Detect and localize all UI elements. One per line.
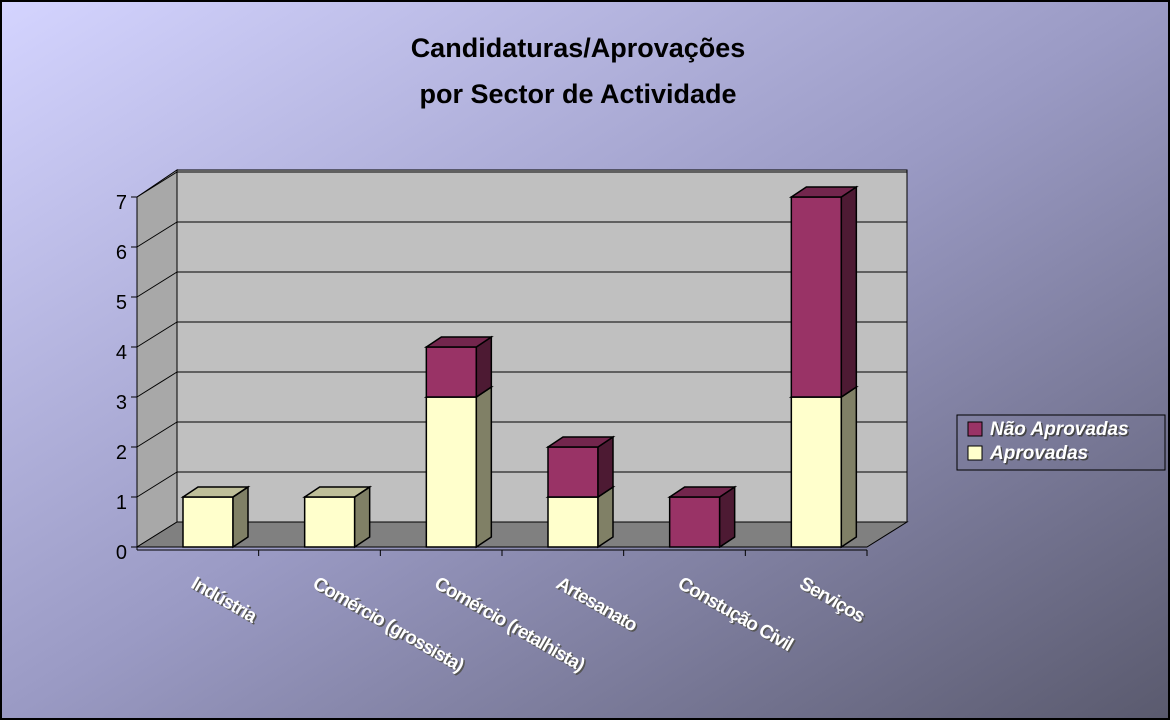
bar [425, 396, 478, 548]
bar-side [232, 486, 249, 498]
y-tick-label: 3 [116, 392, 127, 414]
bar [182, 496, 234, 548]
legend-label: Não Aprovadas [990, 419, 1129, 440]
bar-top [788, 186, 859, 198]
side-wall [136, 169, 178, 548]
legend-swatch [967, 421, 983, 437]
grid-line [136, 271, 178, 298]
legend-label-shadow: Não Aprovadas [992, 421, 1131, 442]
bar [790, 196, 843, 398]
y-tick-label: 1 [116, 492, 127, 514]
bar-top [423, 336, 494, 348]
y-tick-label: 2 [116, 442, 127, 464]
bar [668, 496, 721, 548]
bar [547, 446, 599, 498]
bar-side [840, 385, 858, 549]
legend-label-shadow: Aprovadas [991, 445, 1090, 466]
grid-line [136, 471, 178, 498]
legend-label: Aprovadas [989, 443, 1088, 464]
chart-title: Candidaturas/Aprovações [411, 33, 746, 63]
bar [303, 496, 356, 548]
y-tick-label: 4 [116, 342, 127, 364]
chart-title: por Sector de Actividade [419, 79, 736, 109]
bar-side [840, 185, 858, 399]
y-tick-label: 6 [116, 242, 127, 264]
bar [425, 346, 478, 398]
bar-side [354, 486, 371, 498]
y-tick-label: 7 [116, 192, 127, 214]
bar-side [475, 385, 493, 549]
bar-top [667, 486, 738, 498]
grid-line [136, 371, 178, 398]
grid-line [136, 221, 178, 248]
bar [790, 396, 843, 548]
y-tick-label: 5 [116, 292, 127, 314]
y-tick-label: 0 [116, 542, 127, 564]
grid-line [136, 321, 178, 348]
legend-swatch [967, 445, 983, 461]
legend-box [956, 414, 1166, 471]
grid-line [136, 171, 178, 198]
bar-top [545, 436, 616, 448]
grid-line [136, 421, 178, 448]
bar [547, 496, 599, 548]
